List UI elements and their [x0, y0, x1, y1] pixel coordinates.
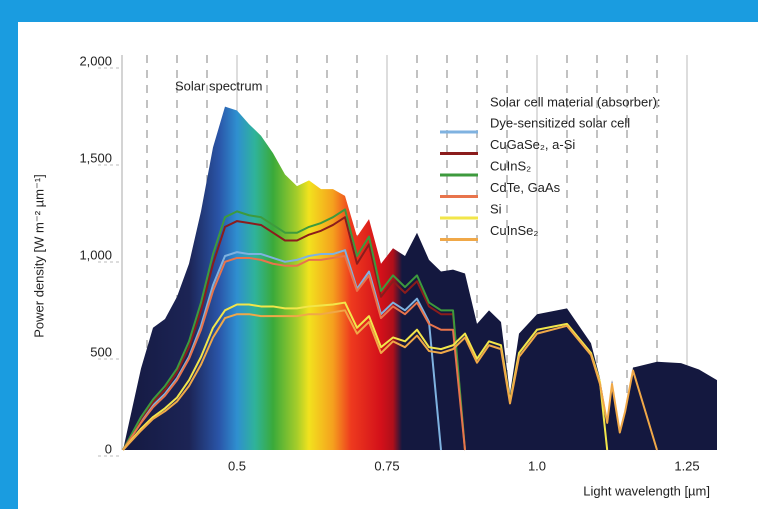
x-tick-label: 1.25 [674, 458, 699, 473]
annotation: Solar spectrum [175, 78, 262, 93]
legend-label: Dye-sensitized solar cell [490, 115, 630, 130]
y-tick-label: 2,000 [79, 53, 112, 68]
chart: Solar spectrum Solar cell material (abso… [0, 0, 758, 509]
x-axis-label: Light wavelength [µm] [583, 483, 710, 498]
y-tick-label: 0 [105, 441, 112, 456]
x-tick-label: 1.0 [528, 458, 546, 473]
legend-label: CuInS₂ [490, 158, 531, 173]
y-axis-label: Power density [W m⁻² µm⁻¹] [31, 174, 46, 338]
x-tick-label: 0.5 [228, 458, 246, 473]
legend-label: CuInSe₂ [490, 223, 538, 238]
legend-title: Solar cell material (absorber): [490, 94, 661, 109]
legend-label: CuGaSe₂, a-Si [490, 137, 575, 152]
legend-label: Si [490, 201, 502, 216]
y-tick-label: 1,000 [79, 247, 112, 262]
legend-label: CdTe, GaAs [490, 180, 561, 195]
y-tick-label: 1,500 [79, 150, 112, 165]
x-tick-label: 0.75 [374, 458, 399, 473]
y-tick-label: 500 [90, 344, 112, 359]
